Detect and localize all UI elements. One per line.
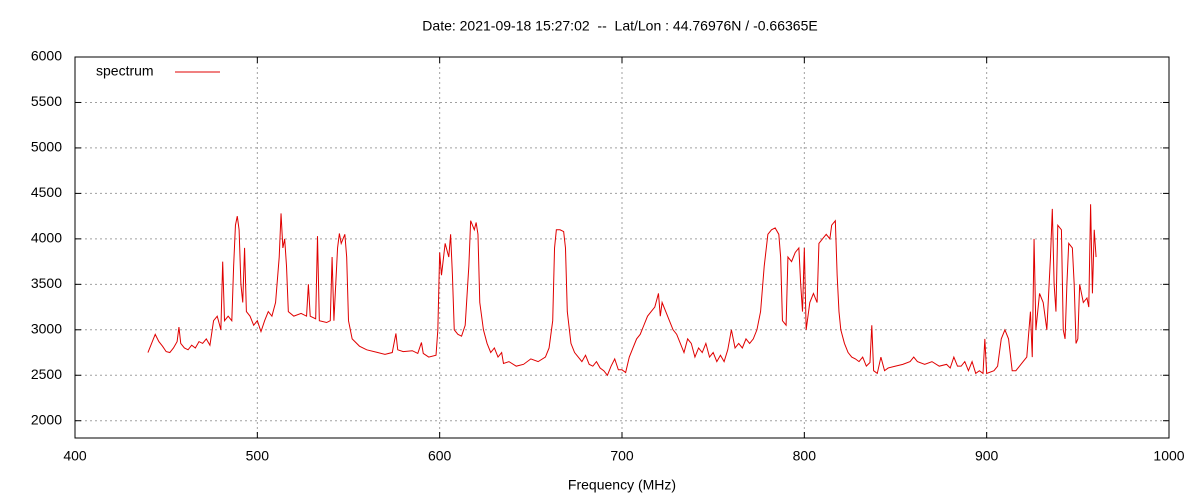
x-tick-label: 700 — [610, 448, 634, 464]
x-tick-label: 1000 — [1153, 448, 1184, 464]
plot-frame — [74, 56, 1170, 439]
y-tick-label: 5000 — [31, 139, 62, 155]
chart-title: Date: 2021-09-18 15:27:02 -- Lat/Lon : 4… — [422, 18, 817, 34]
y-tick-label: 5500 — [31, 93, 62, 109]
y-tick-label: 4500 — [31, 184, 62, 200]
x-tick-label: 400 — [63, 448, 87, 464]
x-axis-label: Frequency (MHz) — [568, 477, 676, 493]
y-tick-label: 2500 — [31, 366, 62, 382]
y-tick-label: 3500 — [31, 275, 62, 291]
x-tick-label: 900 — [975, 448, 999, 464]
x-tick-label: 600 — [428, 448, 452, 464]
y-tick-label: 3000 — [31, 320, 62, 336]
y-tick-label: 4000 — [31, 230, 62, 246]
y-tick-label: 2000 — [31, 411, 62, 427]
legend-label: spectrum — [96, 63, 154, 79]
series-line — [147, 204, 1097, 377]
x-tick-label: 800 — [793, 448, 817, 464]
x-tick-label: 500 — [246, 448, 270, 464]
y-tick-label: 6000 — [31, 48, 62, 64]
